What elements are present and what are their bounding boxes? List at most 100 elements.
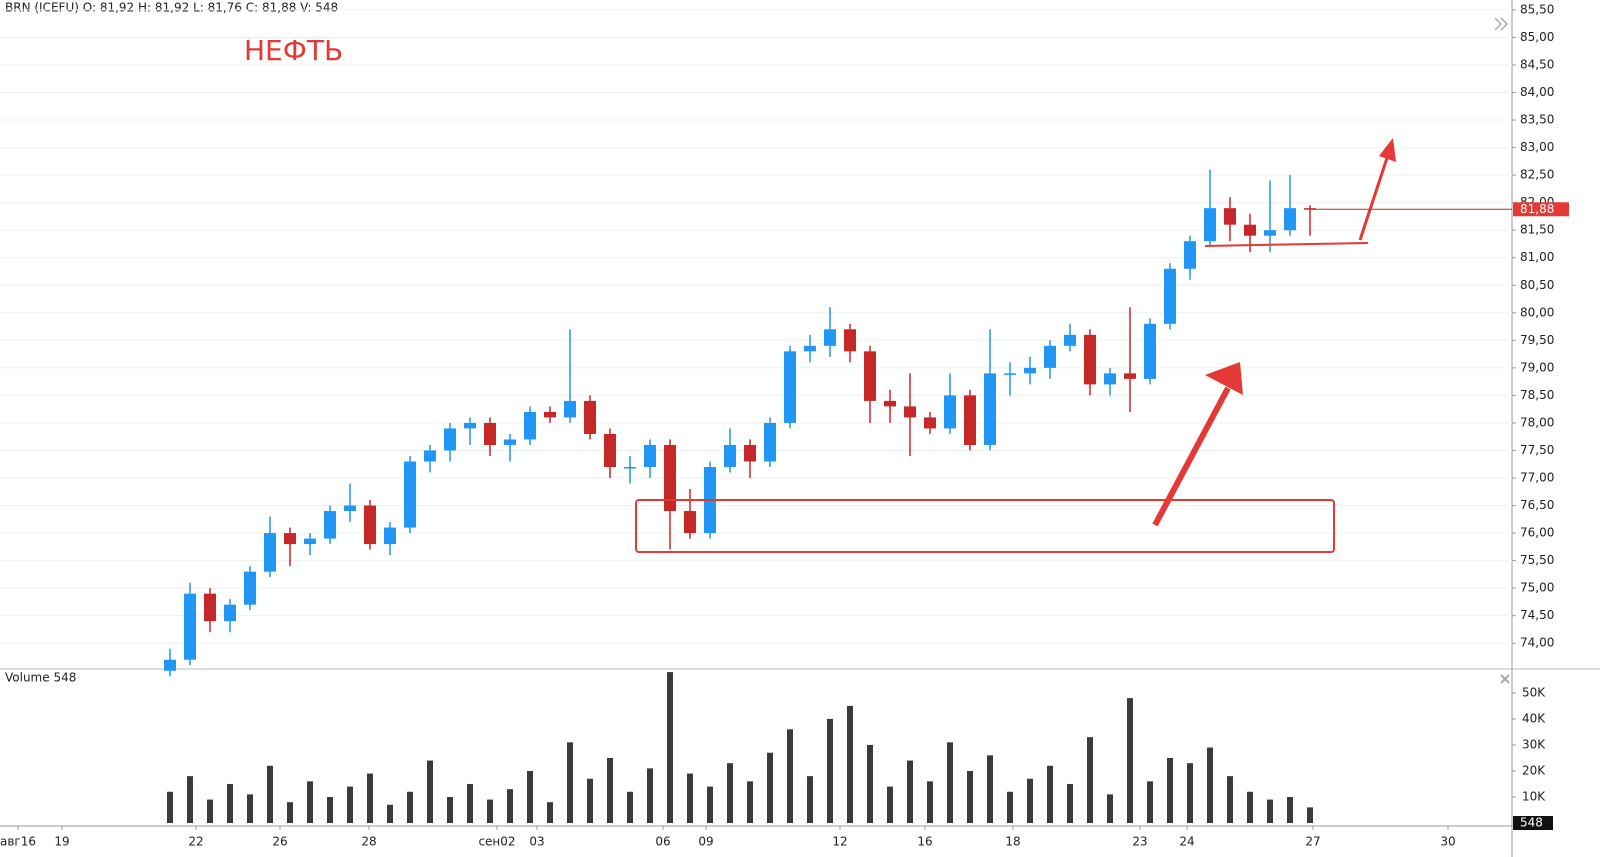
volume-bar [1107,794,1113,823]
volume-bar [1167,757,1173,823]
y-tick-label: 81,50 [1520,223,1554,237]
last-price-box [1513,202,1569,217]
volume-bar [267,765,273,823]
candle-body [164,659,176,671]
candle-body [344,505,356,512]
candle-body [964,395,976,445]
candle-body [1004,373,1016,375]
x-tick-label: 18 [1005,835,1020,849]
volume-bar [1207,747,1213,823]
candle-body [1064,334,1076,346]
volume-tick-label: 40K [1522,711,1546,725]
volume-bar [667,672,673,823]
x-tick-label: 06 [655,835,670,849]
y-tick-label: 85,00 [1520,30,1554,44]
candle-body [724,444,736,467]
x-tick-label: 19 [54,835,69,849]
volume-bar [847,705,853,823]
arrow-head-small [1379,138,1396,162]
volume-bar [427,760,433,823]
volume-bar [387,804,393,823]
volume-last-box [1513,816,1553,830]
candle-body [264,533,276,572]
volume-bar [247,794,253,823]
volume-bar [347,786,353,823]
candle-body [904,406,916,418]
volume-title: Volume 548 [5,671,76,685]
y-tick-label: 83,00 [1520,140,1554,154]
volume-bar [987,755,993,823]
candle-body [284,533,296,545]
candle-body [1184,241,1196,269]
y-tick-label: 84,00 [1520,85,1554,99]
candle-body [944,395,956,429]
volume-tick-label: 20K [1522,763,1546,777]
x-tick-label: 12 [832,835,847,849]
candle-body [1204,208,1216,242]
candle-body [184,593,196,660]
x-tick-label: 28 [361,835,376,849]
candle-body [1024,367,1036,374]
volume-bar [227,783,233,823]
close-icon[interactable] [1500,674,1510,684]
volume-bar [947,742,953,823]
marks: 74,00 74,50 75,00 75,50 76,00 76,50 77,00 77,50… [0,2,1569,849]
volume-bar [1267,799,1273,823]
volume-bar [647,768,653,823]
candle-body [564,400,576,418]
volume-bar [1227,776,1233,823]
volume-bar [287,802,293,823]
candle-body [924,417,936,429]
x-tick-label: авг16 [0,835,36,849]
last-price-label: 81,88 [1520,202,1554,216]
x-tick-label: 09 [698,835,713,849]
candle-body [224,604,236,622]
volume-tick-label: 10K [1522,789,1546,803]
header: BRN (ICEFU) O: 81,92 H: 81,92 L: 81,76 C… [5,1,338,15]
volume-bar [787,729,793,823]
candle-body [644,444,656,467]
candle-body [764,422,776,462]
volume-bar [727,763,733,823]
volume-bar [1127,698,1133,823]
candle-body [1164,268,1176,324]
volume-bar [167,791,173,823]
support-line [1204,242,1369,247]
volume-bar [407,791,413,823]
x-tick-label: 27 [1305,835,1320,849]
volume-bar [707,786,713,823]
volume-bar [887,786,893,823]
volume-bar [587,778,593,823]
candle-body [584,400,596,434]
candle-body [204,593,216,622]
y-tick-label: 80,00 [1520,305,1554,319]
volume-bar [607,757,613,823]
y-tick-label: 75,00 [1520,581,1554,595]
candle-body [424,450,436,462]
volume-bar [867,744,873,823]
y-tick-label: 85,50 [1520,2,1554,16]
candle-body [404,461,416,528]
volume-bar [567,742,573,823]
y-tick-label: 76,50 [1520,498,1554,512]
volume-bar [907,760,913,823]
y-tick-label: 82,50 [1520,168,1554,182]
volume-tick-label: 30K [1522,737,1546,751]
volume-bar [547,802,553,823]
volume-bar [527,770,533,823]
volume-bar [627,791,633,823]
volume-tick-label: 50K [1522,685,1546,699]
collapse-icon[interactable] [1494,17,1509,31]
x-tick-label: 16 [917,835,932,849]
y-tick-label: 77,50 [1520,443,1554,457]
y-tick-label: 79,00 [1520,360,1554,374]
candle-body [524,411,536,440]
arrow-shaft-small [1358,154,1390,241]
y-tick-label: 74,50 [1520,608,1554,622]
y-tick-label: 78,50 [1520,388,1554,402]
volume-bar [507,789,513,823]
volume-bar [1067,783,1073,823]
y-tick-label: 79,50 [1520,333,1554,347]
